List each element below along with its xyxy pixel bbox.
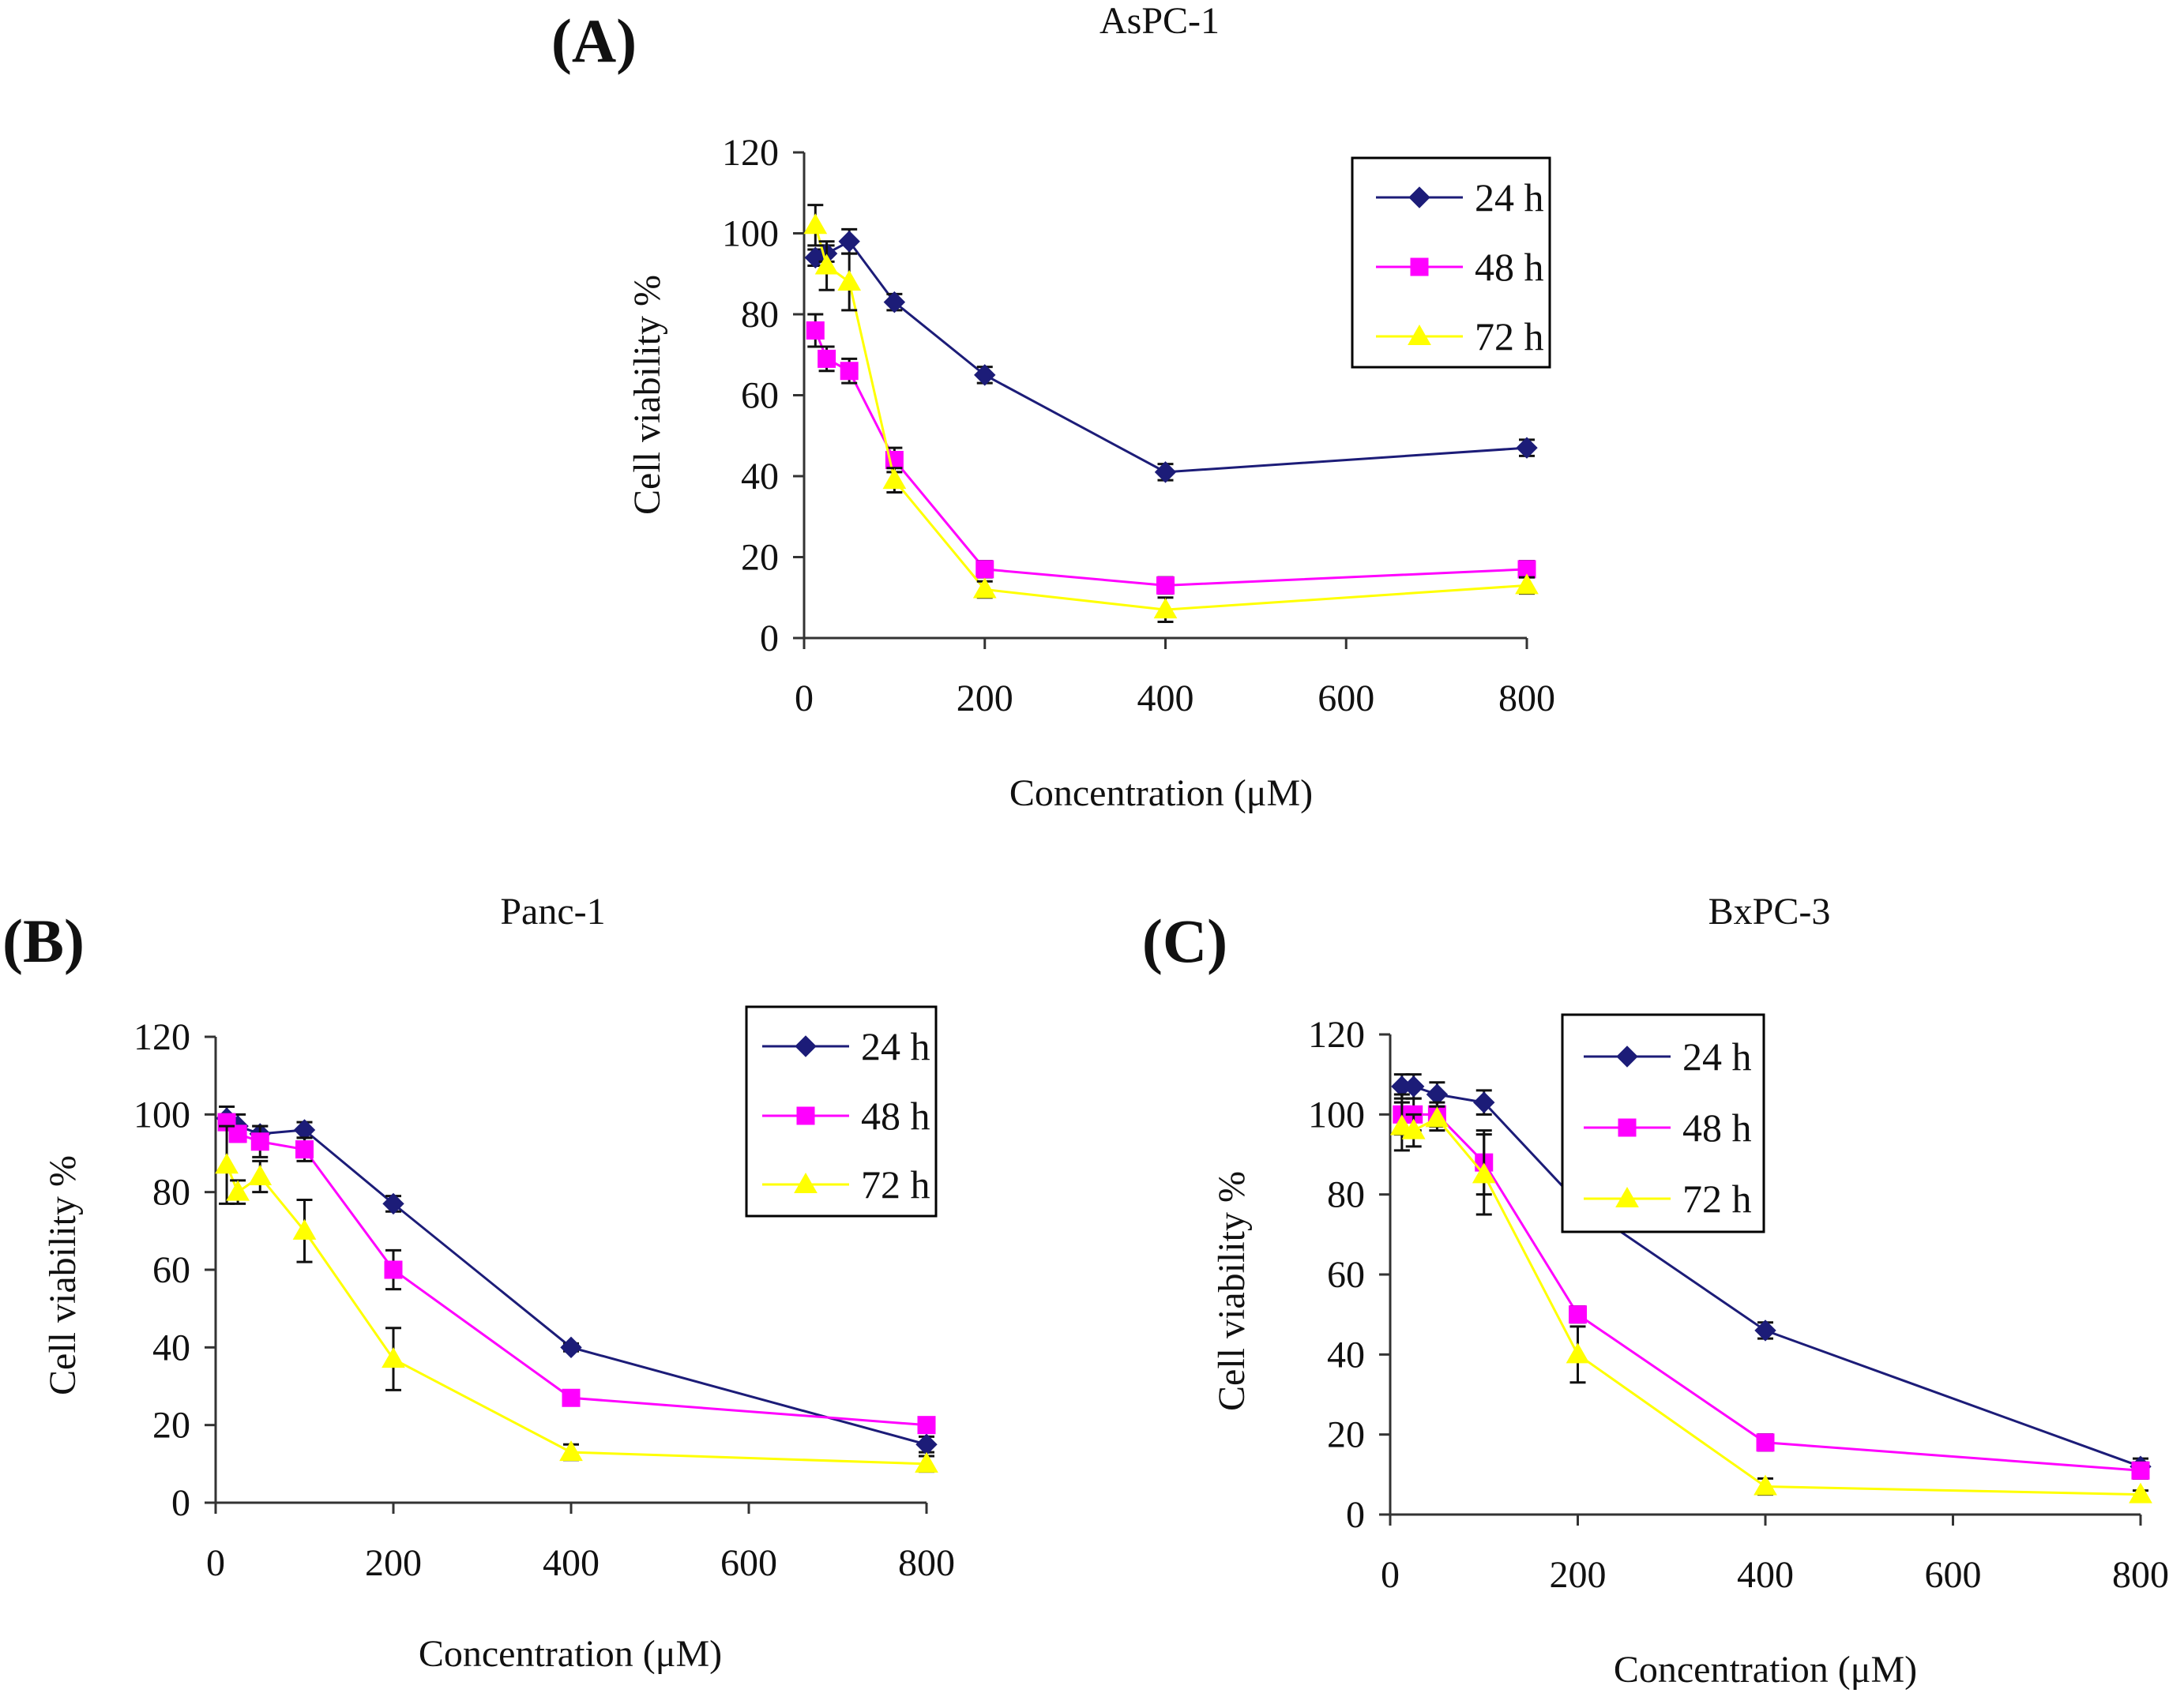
- panel-a-ytick-label: 20: [741, 537, 779, 579]
- panel-b-xlabel: Concentration (μM): [419, 1633, 722, 1675]
- panel-b-label: (B): [2, 907, 85, 975]
- panel-a-legend-marker: [1411, 258, 1428, 276]
- panel-b-legend-label: 24 h: [861, 1024, 930, 1068]
- figure: (A) AsPC-1 Cell viability % Concentratio…: [0, 0, 2184, 1693]
- panel-a-title: AsPC-1: [1100, 0, 1220, 42]
- panel-a-legend-label: 48 h: [1475, 245, 1544, 289]
- panel-b-xtick-label: 200: [365, 1542, 422, 1584]
- panel-c-xtick-label: 400: [1737, 1554, 1794, 1596]
- panel-c-legend-label: 72 h: [1682, 1177, 1752, 1221]
- panel-b-legend-marker: [797, 1107, 814, 1124]
- panel-c-ytick-label: 0: [1346, 1494, 1365, 1536]
- panel-c-point-48h: [1757, 1434, 1774, 1451]
- panel-b-title: Panc-1: [500, 891, 605, 933]
- panel-b-point-72h: [249, 1166, 271, 1185]
- panel-c-legend: 24 h 48 h 72 h: [1562, 1015, 1764, 1232]
- panel-a-legend-label: 24 h: [1475, 175, 1544, 220]
- panel-a-legend: 24 h 48 h 72 h: [1352, 158, 1550, 367]
- panel-a-xlabel: Concentration (μM): [1009, 772, 1313, 814]
- panel-c: (C) BxPC-3 Cell viability % Concentratio…: [1142, 891, 2169, 1691]
- panel-b-ylabel: Cell viability %: [42, 1155, 84, 1395]
- panel-c-series-24h: [1392, 1075, 2151, 1477]
- panel-b-legend-label: 48 h: [861, 1094, 930, 1138]
- panel-b-point-48h: [229, 1125, 246, 1143]
- panel-b-ytick-label: 40: [152, 1327, 190, 1368]
- panel-c-point-72h: [1567, 1343, 1589, 1363]
- panel-b-ytick-label: 0: [171, 1482, 190, 1524]
- panel-b-ytick-label: 120: [133, 1016, 190, 1058]
- panel-b-point-48h: [296, 1141, 314, 1158]
- panel-c-xtick-label: 800: [2112, 1554, 2169, 1596]
- panel-b-ytick-label: 80: [152, 1172, 190, 1214]
- panel-a-line-48h: [815, 331, 1527, 586]
- panel-b-ytick-label: 20: [152, 1405, 190, 1447]
- panel-c-ytick-label: 80: [1327, 1174, 1365, 1216]
- panel-c-xtick-label: 600: [1925, 1554, 1982, 1596]
- panel-c-point-48h: [2132, 1462, 2149, 1479]
- panel-a-point-72h: [838, 271, 860, 291]
- panel-c-series-48h: [1393, 1094, 2149, 1479]
- panel-b-point-72h: [216, 1154, 238, 1173]
- panel-a-ytick-label: 60: [741, 375, 779, 417]
- panel-c-point-72h: [2129, 1484, 2152, 1503]
- panel-c-ytick-label: 60: [1327, 1254, 1365, 1296]
- panel-c-point-48h: [1569, 1306, 1587, 1323]
- panel-c-ytick-label: 20: [1327, 1414, 1365, 1456]
- panel-b-point-48h: [251, 1133, 269, 1151]
- panel-b-point-72h: [382, 1348, 404, 1368]
- panel-a-point-24h: [839, 231, 859, 252]
- panel-b-ytick-label: 100: [133, 1094, 190, 1136]
- panel-a-point-48h: [976, 561, 994, 578]
- panel-b-point-72h: [227, 1181, 249, 1201]
- panel-c-xtick-label: 200: [1550, 1554, 1607, 1596]
- panel-a-point-48h: [818, 350, 836, 367]
- panel-a-point-48h: [840, 362, 858, 380]
- panel-b-legend: 24 h 48 h 72 h: [746, 1007, 936, 1216]
- panel-c-xtick-label: 0: [1381, 1554, 1400, 1596]
- panel-a-xtick-label: 400: [1137, 678, 1194, 719]
- panel-a-point-72h: [804, 214, 826, 234]
- panel-b-point-48h: [562, 1389, 580, 1406]
- panel-a-legend-label: 72 h: [1475, 314, 1544, 358]
- panel-b-xtick-label: 800: [898, 1542, 955, 1584]
- panel-a-label: (A): [551, 6, 637, 75]
- panel-b: (B) Panc-1 Cell viability % Concentratio…: [2, 891, 955, 1675]
- panel-b-point-48h: [385, 1261, 402, 1278]
- panel-a-ytick-label: 80: [741, 294, 779, 336]
- panel-c-line-48h: [1402, 1114, 2141, 1470]
- panel-a-ytick-label: 40: [741, 456, 779, 497]
- panel-a-ytick-label: 120: [722, 132, 779, 174]
- panel-c-ytick-label: 100: [1308, 1094, 1365, 1136]
- panel-b-point-48h: [918, 1417, 935, 1434]
- panel-c-ytick-label: 40: [1327, 1334, 1365, 1376]
- panel-c-ylabel: Cell viability %: [1211, 1171, 1253, 1411]
- panel-a-point-48h: [806, 322, 824, 340]
- panel-b-legend-label: 72 h: [861, 1162, 930, 1207]
- panel-a-xtick-label: 800: [1498, 678, 1555, 719]
- panel-a-xtick-label: 200: [957, 678, 1013, 719]
- panel-a-xtick-label: 600: [1318, 678, 1374, 719]
- panel-b-xtick-label: 0: [206, 1542, 225, 1584]
- panel-c-title: BxPC-3: [1708, 891, 1831, 933]
- panel-c-xlabel: Concentration (μM): [1614, 1649, 1917, 1691]
- panel-c-ytick-label: 120: [1308, 1014, 1365, 1056]
- panel-c-line-24h: [1402, 1087, 2141, 1466]
- panel-a-ytick-label: 100: [722, 213, 779, 255]
- panel-b-ytick-label: 60: [152, 1249, 190, 1291]
- panel-c-label: (C): [1142, 907, 1227, 975]
- panel-b-xtick-label: 600: [720, 1542, 777, 1584]
- panel-a-ylabel: Cell viability %: [626, 275, 668, 515]
- panel-c-legend-label: 24 h: [1682, 1034, 1752, 1079]
- panel-b-xtick-label: 400: [543, 1542, 600, 1584]
- panel-a-ytick-label: 0: [760, 618, 779, 659]
- panel-c-legend-label: 48 h: [1682, 1106, 1752, 1150]
- panel-a: (A) AsPC-1 Cell viability % Concentratio…: [551, 0, 1555, 814]
- panel-a-xtick-label: 0: [795, 678, 814, 719]
- panel-c-legend-marker: [1618, 1119, 1636, 1136]
- panel-a-point-48h: [1157, 576, 1175, 594]
